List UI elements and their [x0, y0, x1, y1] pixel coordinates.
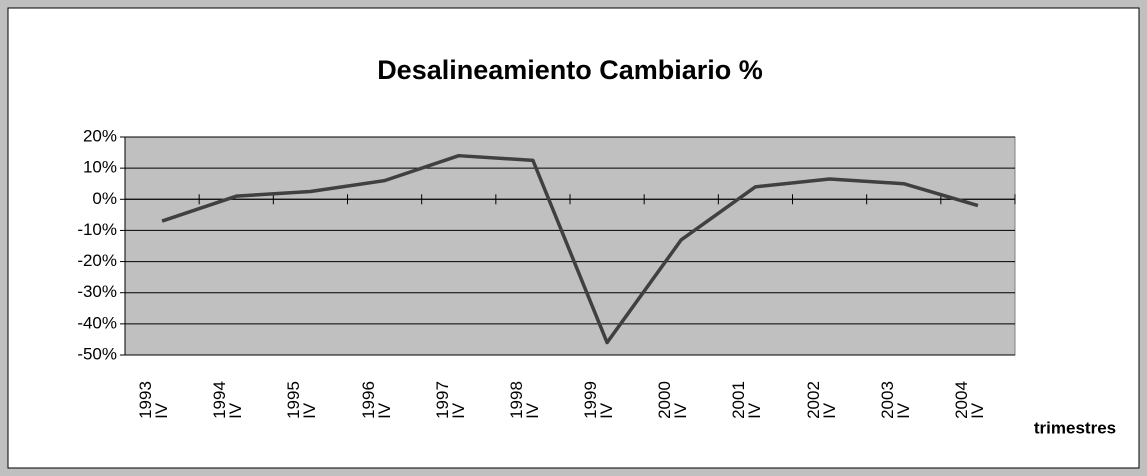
x-tick-label: 1999 IV: [581, 381, 617, 419]
x-tick-label: 1998 IV: [506, 381, 542, 419]
y-tick-label: -40%: [77, 313, 117, 332]
chart-title: Desalineamiento Cambiario %: [377, 55, 763, 85]
x-tick-label: 2003 IV: [877, 381, 913, 419]
x-tick-label: 2004 IV: [951, 381, 987, 419]
data-line: [161, 153, 979, 345]
y-tick-label: -10%: [77, 220, 117, 239]
y-tick-label: 20%: [83, 126, 117, 145]
x-tick-label: 1996 IV: [358, 381, 394, 419]
x-tick-label: 2002 IV: [803, 381, 839, 419]
y-tick-label: 10%: [83, 158, 117, 177]
plot-area: [124, 136, 1016, 356]
x-tick-label: 1994 IV: [210, 381, 246, 419]
x-tick-label: 1997 IV: [432, 381, 468, 419]
x-tick-label: 1993 IV: [136, 381, 172, 419]
y-tick-label: 0%: [92, 189, 117, 208]
x-axis-label: trimestres: [1034, 418, 1116, 437]
x-tick-label: 1995 IV: [284, 381, 320, 419]
y-tick-label: -20%: [77, 251, 117, 270]
y-tick-label: -50%: [77, 344, 117, 363]
x-tick-label: 2001 IV: [729, 381, 765, 419]
x-tick-label: 2000 IV: [655, 381, 691, 419]
y-tick-label: -30%: [77, 282, 117, 301]
